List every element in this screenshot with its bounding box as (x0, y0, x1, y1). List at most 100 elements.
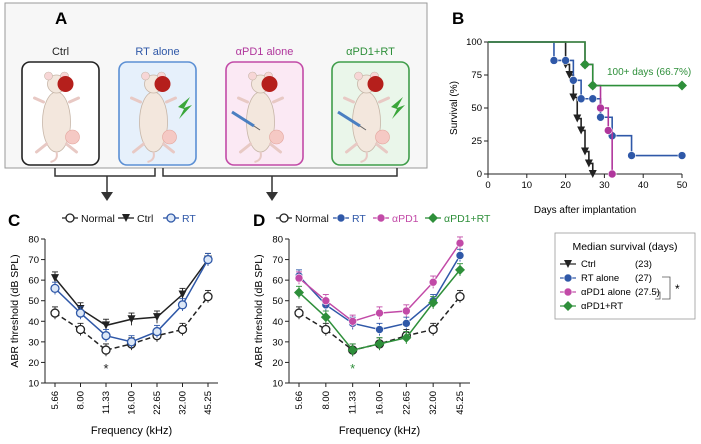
syringe-needle-icon (253, 125, 261, 131)
d-chart-y-tick-label: 20 (272, 358, 283, 369)
c-chart-point-3 (152, 326, 162, 337)
median-row-label: αPD1+RT (581, 301, 623, 312)
b-point-3 (603, 126, 613, 135)
tumor-icon (57, 76, 74, 92)
median-row-value: (27.5) (635, 287, 660, 298)
b-point-2 (576, 94, 586, 104)
median-row-value: (23) (635, 259, 652, 270)
median-legend-marker (563, 273, 573, 283)
d-chart-x-tick-label: 45.25 (455, 391, 466, 415)
mouse-tail-icon (147, 151, 155, 163)
c-chart-x-tick-label: 45.25 (203, 391, 214, 415)
mouse-limb-icon (35, 142, 48, 154)
b-point-1 (584, 159, 593, 168)
tumor-icon (367, 76, 384, 92)
c-chart-legend-label: Ctrl (137, 213, 153, 225)
c-chart-point-2 (51, 274, 59, 283)
mouse-limb-icon (162, 142, 175, 154)
c-chart-legend-label: RT (182, 213, 196, 225)
c-chart-y-tick-label: 40 (28, 317, 39, 328)
mouse-limb-icon (33, 96, 45, 104)
median-row-label: Ctrl (581, 259, 596, 270)
median-legend-marker (563, 287, 573, 297)
median-legend-marker (564, 260, 572, 268)
b-point-2 (588, 94, 598, 104)
median-row-value: (27) (635, 273, 652, 284)
b-point-2 (596, 112, 605, 122)
syringe-icon (337, 110, 361, 128)
b-x-tick-label: 10 (522, 180, 533, 191)
mouse-limb-icon (378, 96, 390, 104)
c-chart-y-tick-label: 70 (28, 255, 39, 266)
b-point-4 (587, 80, 598, 91)
panel-a: A Ctrl RT alone αPD1 alone αPD1+RT (4, 2, 428, 201)
d-chart-point-2 (402, 319, 411, 328)
c-chart-point-1 (50, 308, 60, 318)
mouse-limb-icon (237, 96, 249, 104)
b-point-2 (677, 151, 687, 160)
b-point-1 (581, 147, 589, 156)
d-chart-point-4 (320, 312, 331, 323)
c-chart-y-tick-label: 80 (28, 235, 39, 246)
d-chart-point-4 (401, 332, 412, 343)
d-chart-point-3 (455, 238, 465, 248)
median-box-frame (554, 232, 696, 320)
mouse-limb-icon (343, 96, 355, 104)
c-chart-y-tick-label: 50 (28, 296, 39, 307)
d-chart-y-tick-label: 10 (272, 379, 283, 390)
d-chart-legend-label: αPD1 (392, 213, 419, 225)
mouse-ear-icon (141, 71, 150, 81)
mouse-tail-icon (254, 151, 262, 163)
c-chart-x-tick-label: 8.00 (76, 391, 87, 410)
d-chart-point-3 (375, 308, 384, 318)
c-chart-point-3 (75, 308, 86, 318)
group-label-4: αPD1+RT (346, 46, 395, 58)
d-chart-point-4 (294, 287, 304, 298)
median-row-label: RT alone (581, 273, 619, 284)
b-y-tick-label: 0 (477, 169, 482, 180)
b-y-tick-label: 50 (471, 103, 482, 114)
c-chart-point-2 (127, 315, 136, 324)
b-x-axis-label: Days after implantation (534, 205, 636, 216)
mouse-limb-icon (269, 142, 282, 154)
median-bracket-outer (662, 276, 671, 300)
median-significance: * (675, 282, 680, 296)
b-series-line-2 (488, 41, 682, 157)
c-chart-x-tick-label: 11.33 (101, 391, 112, 414)
b-point-4 (677, 80, 687, 91)
c-chart-y-tick-label: 60 (28, 276, 39, 287)
d-chart-legend-label: αPD1+RT (444, 213, 491, 225)
c-chart-y-tick-label: 30 (28, 337, 39, 348)
b-x-tick-label: 30 (599, 180, 610, 191)
d-chart-y-tick-label: 50 (272, 296, 283, 307)
d-chart-y-tick-label: 40 (272, 317, 283, 328)
mouse-limb-icon (345, 142, 358, 154)
mouse-ear-icon (354, 71, 363, 81)
b-point-2 (627, 151, 636, 160)
b-y-axis-label: Survival (%) (449, 81, 460, 135)
d-chart-point-1 (455, 291, 465, 302)
cochlea-icon (375, 129, 390, 145)
d-chart-point-1 (321, 324, 331, 335)
d-chart-legend-label: RT (352, 213, 366, 225)
d-chart-legend-marker (336, 213, 346, 223)
c-chart-point-3 (203, 254, 213, 265)
panel-d: D 10 20 30 40 50 60 70 80 5.66 8.00 11.33 16.00 22.6… (253, 211, 491, 437)
panel-a-letter: A (55, 9, 67, 28)
c-chart-y-tick-label: 10 (28, 379, 39, 390)
mouse-limb-icon (272, 96, 284, 104)
c-chart-legend-marker (65, 213, 75, 223)
b-point-1 (569, 93, 578, 102)
b-x-tick-label: 20 (560, 180, 571, 191)
b-x-tick-label: 50 (677, 180, 688, 191)
panel-b-letter: B (452, 9, 464, 28)
d-chart-y-tick-label: 70 (272, 255, 283, 266)
panel-c: C 10 20 30 40 50 60 70 80 5.66 8.00 11.33 16.00 22.6… (8, 211, 218, 437)
c-chart-point-2 (102, 321, 110, 330)
tumor-icon (261, 76, 278, 92)
panel-c-letter: C (8, 211, 20, 230)
b-y-tick-label: 75 (471, 70, 482, 81)
d-chart-significance: * (350, 361, 355, 376)
d-chart-legend-marker (428, 213, 438, 223)
c-chart-point-1 (75, 324, 86, 335)
